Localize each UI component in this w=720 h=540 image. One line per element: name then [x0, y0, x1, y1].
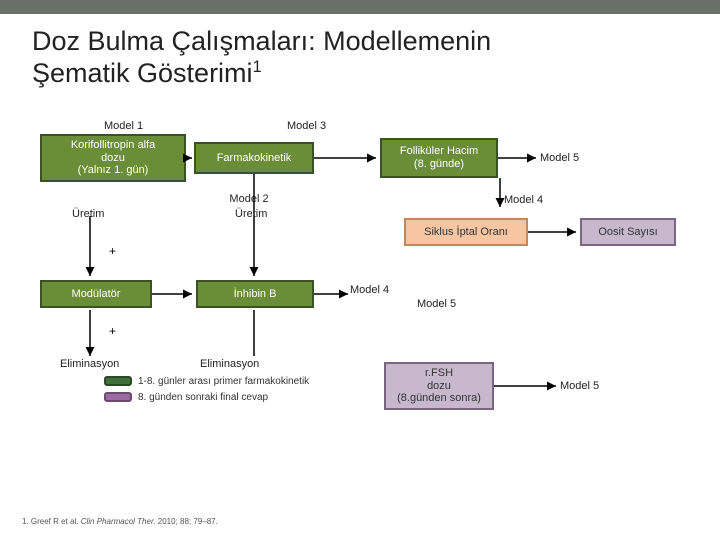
label-model-5-c: Model 5 — [560, 380, 599, 392]
label-model-5-b: Model 5 — [417, 298, 456, 310]
ref-pre: 1. Greef R et al. — [22, 517, 81, 526]
legend-text-1: 1-8. günler arası primer farmakokinetik — [138, 376, 309, 387]
plus-1: + — [109, 244, 116, 258]
slide: Doz Bulma Çalışmaları: Modellemenin Şema… — [0, 0, 720, 540]
label-eliminasyon-right: Eliminasyon — [200, 358, 259, 370]
ref-journal: Clin Pharmacol Ther. — [81, 517, 156, 526]
label-model-4-b: Model 4 — [350, 284, 389, 296]
label-uretim-left: Üretim — [72, 208, 104, 220]
legend-text-2: 8. günden sonraki final cevap — [138, 392, 268, 403]
reference: 1. Greef R et al. Clin Pharmacol Ther. 2… — [22, 517, 218, 526]
node-rfsh: r.FSH dozu (8.günden sonra) — [384, 362, 494, 410]
node-modulator: Modülatör — [40, 280, 152, 308]
node-siklus-iptal: Siklus İptal Oranı — [404, 218, 528, 246]
legend-swatch-green — [104, 376, 132, 386]
label-uretim-right: Üretim — [235, 208, 267, 220]
arrows-svg — [0, 0, 720, 540]
legend-swatch-mauve — [104, 392, 132, 402]
label-model-4-a: Model 4 — [504, 194, 543, 206]
ref-post: 2010; 88: 79–87. — [156, 517, 218, 526]
plus-2: + — [109, 324, 116, 338]
node-inhibin-b: İnhibin B — [196, 280, 314, 308]
node-oosit-sayisi: Oosit Sayısı — [580, 218, 676, 246]
label-eliminasyon-left: Eliminasyon — [60, 358, 119, 370]
